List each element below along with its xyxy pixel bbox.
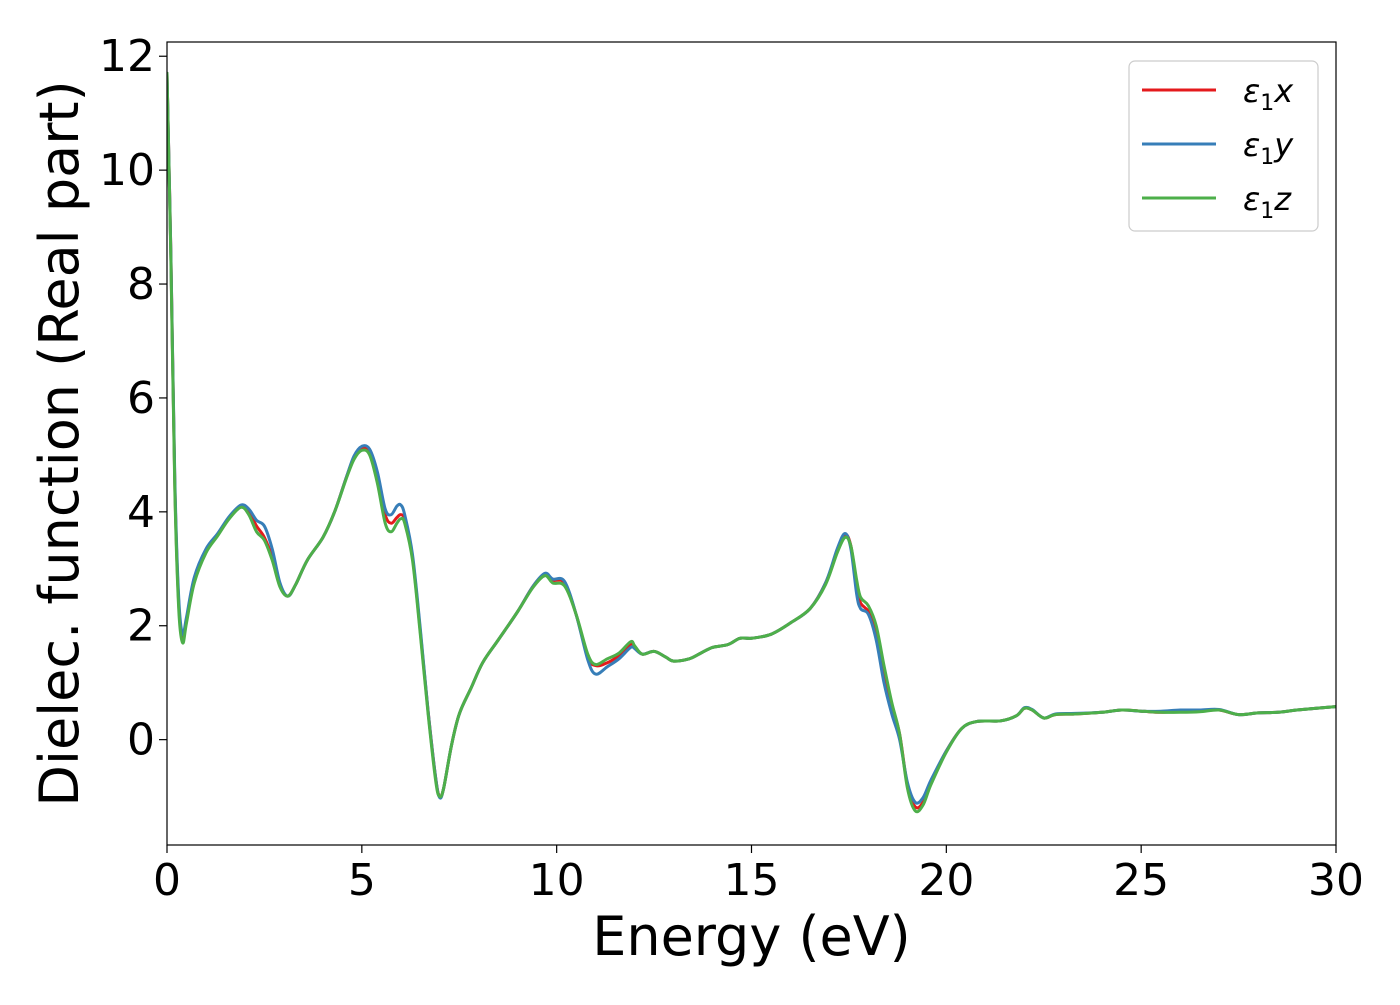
legend-epsilon: ε — [1243, 72, 1260, 110]
y-tick-label: 12 — [99, 31, 155, 82]
y-axis-ticks: 0 2 4 6 8 10 12 — [99, 31, 167, 766]
x-tick-label: 5 — [348, 855, 376, 906]
x-axis-title: Energy (eV) — [592, 905, 911, 968]
x-tick-label: 0 — [153, 855, 181, 906]
y-tick-label: 10 — [99, 145, 155, 196]
y-tick-label: 4 — [127, 487, 155, 538]
legend-label-z: ε1z — [1243, 180, 1292, 224]
x-tick-label: 10 — [529, 855, 585, 906]
y-tick-label: 8 — [127, 259, 155, 310]
legend-axis-letter: y — [1273, 126, 1294, 164]
legend-epsilon: ε — [1243, 126, 1260, 164]
legend-subscript: 1 — [1260, 145, 1274, 170]
y-tick-label: 6 — [127, 373, 155, 424]
x-tick-label: 15 — [724, 855, 780, 906]
y-tick-label: 0 — [127, 715, 155, 766]
series-layer — [167, 71, 1336, 814]
legend-epsilon: ε — [1243, 180, 1260, 218]
x-tick-label: 20 — [918, 855, 974, 906]
x-tick-label: 25 — [1113, 855, 1169, 906]
y-tick-label: 2 — [127, 601, 155, 652]
x-tick-label: 30 — [1308, 855, 1364, 906]
legend-label-x: ε1x — [1243, 72, 1294, 116]
legend-subscript: 1 — [1260, 91, 1274, 116]
y-axis-title: Dielec. function (Real part) — [28, 80, 91, 806]
legend-label-y: ε1y — [1243, 126, 1294, 170]
legend-axis-letter: z — [1273, 180, 1292, 218]
series-line-z — [167, 71, 1336, 814]
legend-subscript: 1 — [1260, 199, 1274, 224]
legend-axis-letter: x — [1273, 72, 1294, 110]
x-axis-ticks: 0 5 10 15 20 25 30 — [153, 845, 1364, 906]
legend-box — [1128, 60, 1319, 232]
